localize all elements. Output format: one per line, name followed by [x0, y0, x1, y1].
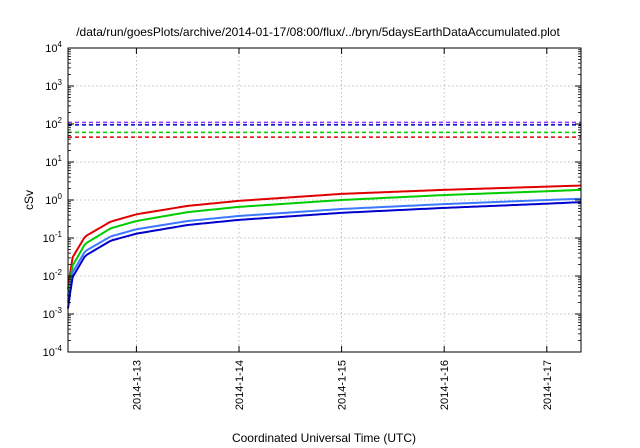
y-tick-label: 104 [45, 40, 62, 55]
x-axis-label: Coordinated Universal Time (UTC) [232, 431, 416, 445]
x-tick-label: 2014-1-14 [234, 360, 246, 410]
y-tick-label: 10-4 [43, 344, 63, 359]
x-tick-label: 2014-1-16 [439, 360, 451, 410]
y-tick-label: 100 [45, 192, 62, 207]
tick-layer: 10-4 10-3 10-2 10-1 100 101 102 103 104 2014-1-13… [43, 40, 581, 410]
y-tick-label: 10-3 [43, 306, 63, 321]
y-tick-label: 10-2 [43, 268, 63, 283]
series-line-2 [67, 197, 582, 303]
x-tick-label: 2014-1-17 [542, 360, 554, 410]
series-line-3 [67, 201, 582, 309]
grid-layer [68, 48, 581, 352]
y-tick-label: 101 [45, 154, 62, 169]
y-tick-label: 102 [45, 116, 62, 131]
y-tick-label: 103 [45, 78, 62, 93]
series-line-1 [67, 188, 582, 297]
x-tick-label: 2014-1-13 [131, 360, 143, 410]
chart-title: /data/run/goesPlots/archive/2014-01-17/0… [76, 25, 560, 39]
y-tick-label: 10-1 [43, 230, 63, 245]
series-layer [67, 121, 582, 309]
x-tick-label: 2014-1-15 [337, 360, 349, 410]
y-axis-label: cSv [22, 190, 36, 210]
series-line-0 [67, 184, 582, 290]
